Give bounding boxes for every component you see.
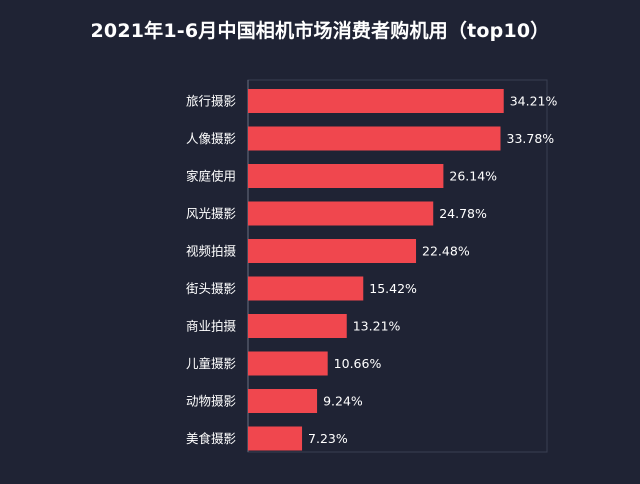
value-label-9: 9.24%: [323, 394, 363, 409]
bar-4: [248, 201, 434, 226]
category-label-2: 人像摄影: [186, 131, 237, 146]
bar-2: [248, 126, 501, 151]
value-label-2: 33.78%: [507, 131, 555, 146]
value-label-6: 15.42%: [369, 281, 417, 296]
category-label-8: 儿童摄影: [186, 356, 237, 371]
category-label-4: 风光摄影: [186, 206, 237, 221]
bar-7: [248, 314, 347, 338]
category-label-1: 旅行摄影: [186, 94, 237, 109]
value-label-7: 13.21%: [353, 319, 401, 334]
category-label-5: 视频拍摄: [186, 244, 237, 259]
category-label-7: 商业拍摄: [186, 319, 237, 334]
value-label-1: 34.21%: [510, 94, 558, 109]
value-label-5: 22.48%: [422, 244, 470, 259]
category-label-10: 美食摄影: [186, 431, 237, 446]
value-label-4: 24.78%: [439, 206, 487, 221]
category-label-6: 街头摄影: [186, 281, 237, 296]
bar-1: [248, 89, 504, 113]
value-label-3: 26.14%: [449, 169, 497, 184]
category-label-3: 家庭使用: [186, 169, 236, 184]
category-label-9: 动物摄影: [186, 394, 237, 409]
chart-title: 2021年1-6月中国相机市场消费者购机用（top10）: [90, 20, 550, 42]
bar-9: [248, 389, 318, 413]
value-label-10: 7.23%: [308, 431, 348, 446]
bar-10: [248, 426, 303, 451]
bar-5: [248, 239, 417, 263]
bar-8: [248, 351, 328, 376]
bar-3: [248, 164, 444, 188]
bar-6: [248, 276, 364, 301]
value-label-8: 10.66%: [334, 356, 382, 371]
